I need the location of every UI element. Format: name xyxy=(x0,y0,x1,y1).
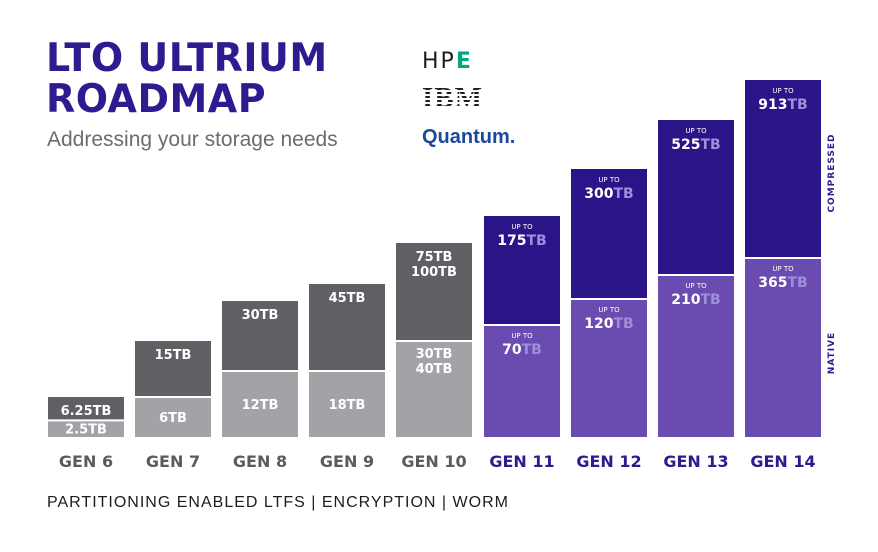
native-value-gen-9: 18TB xyxy=(329,398,366,413)
native-bar-gen-11 xyxy=(484,325,560,437)
compressed-bar-gen-12 xyxy=(571,169,647,299)
compressed-bar-gen-11 xyxy=(484,216,560,325)
title-line-2: ROADMAP xyxy=(46,75,267,122)
compressed-value-gen-8: 30TB xyxy=(242,308,279,323)
native-upto-label-gen-12: UP TO xyxy=(598,306,620,314)
category-label-gen-12: GEN 12 xyxy=(576,452,641,471)
native-axis-label: NATIVE xyxy=(827,331,837,375)
compressed-upto-label-gen-14: UP TO xyxy=(772,87,794,95)
compressed-bar-gen-10 xyxy=(396,243,472,341)
compressed-upto-label-gen-11: UP TO xyxy=(511,223,533,231)
native-upto-label-gen-13: UP TO xyxy=(685,282,707,290)
category-label-gen-8: GEN 8 xyxy=(233,452,287,471)
native-value-gen-12: 120TB xyxy=(584,316,633,332)
category-label-gen-10: GEN 10 xyxy=(401,452,466,471)
hpe-logo: HPE xyxy=(422,51,473,73)
compressed-value-gen-9: 45TB xyxy=(329,291,366,306)
native-upto-label-gen-11: UP TO xyxy=(511,332,533,340)
compressed-bar-gen-8 xyxy=(222,301,298,371)
native-value-gen-6: 2.5TB xyxy=(65,423,107,438)
title-line-1: LTO ULTRIUM xyxy=(46,34,328,81)
compressed-value-gen-6: 6.25TB xyxy=(61,404,112,419)
native-bar-gen-6 xyxy=(48,420,124,437)
subtitle: Addressing your storage needs xyxy=(47,128,338,151)
compressed-upto-label-gen-13: UP TO xyxy=(685,127,707,135)
compressed-value-gen-10: 75TB xyxy=(416,250,453,265)
compressed-value-gen-14: 913TB xyxy=(758,97,807,113)
compressed-bar-gen-9 xyxy=(309,284,385,371)
compressed-value-gen-12: 300TB xyxy=(584,186,633,202)
compressed-bar-gen-6 xyxy=(48,397,124,421)
native-value-gen-11: 70TB xyxy=(502,342,542,358)
native-value-gen-10: 30TB xyxy=(416,347,453,362)
compressed-value-gen-10-alt: 100TB xyxy=(411,265,457,280)
native-value-gen-13: 210TB xyxy=(671,292,720,308)
category-label-gen-13: GEN 13 xyxy=(663,452,728,471)
features-line: PARTITIONING ENABLED LTFS | ENCRYPTION |… xyxy=(47,494,509,511)
quantum-logo: Quantum. xyxy=(422,126,516,148)
category-label-gen-9: GEN 9 xyxy=(320,452,374,471)
hpe-logo-text: HP xyxy=(422,49,456,74)
category-label-gen-14: GEN 14 xyxy=(750,452,815,471)
ibm-logo: IBM xyxy=(422,82,483,114)
category-label-gen-6: GEN 6 xyxy=(59,452,113,471)
hpe-logo-e: E xyxy=(455,49,473,74)
category-label-gen-7: GEN 7 xyxy=(146,452,200,471)
chart-title: LTO ULTRIUM ROADMAP xyxy=(46,37,328,119)
native-bar-gen-8 xyxy=(222,371,298,437)
native-value-gen-7: 6TB xyxy=(159,411,187,426)
compressed-value-gen-11: 175TB xyxy=(497,233,546,249)
native-bar-gen-14 xyxy=(745,258,821,437)
native-value-gen-10-alt: 40TB xyxy=(416,362,453,377)
native-bar-gen-9 xyxy=(309,371,385,437)
native-bar-gen-7 xyxy=(135,397,211,437)
native-bar-gen-10 xyxy=(396,341,472,437)
native-value-gen-14: 365TB xyxy=(758,275,807,291)
native-bar-gen-12 xyxy=(571,299,647,437)
compressed-axis-label: COMPRESSED xyxy=(827,133,837,213)
category-label-gen-11: GEN 11 xyxy=(489,452,554,471)
compressed-bar-gen-14 xyxy=(745,80,821,258)
native-upto-label-gen-14: UP TO xyxy=(772,265,794,273)
compressed-upto-label-gen-12: UP TO xyxy=(598,176,620,184)
compressed-value-gen-7: 15TB xyxy=(155,348,192,363)
compressed-bar-gen-13 xyxy=(658,120,734,275)
compressed-bar-gen-7 xyxy=(135,341,211,397)
native-value-gen-8: 12TB xyxy=(242,398,279,413)
native-bar-gen-13 xyxy=(658,275,734,437)
compressed-value-gen-13: 525TB xyxy=(671,137,720,153)
